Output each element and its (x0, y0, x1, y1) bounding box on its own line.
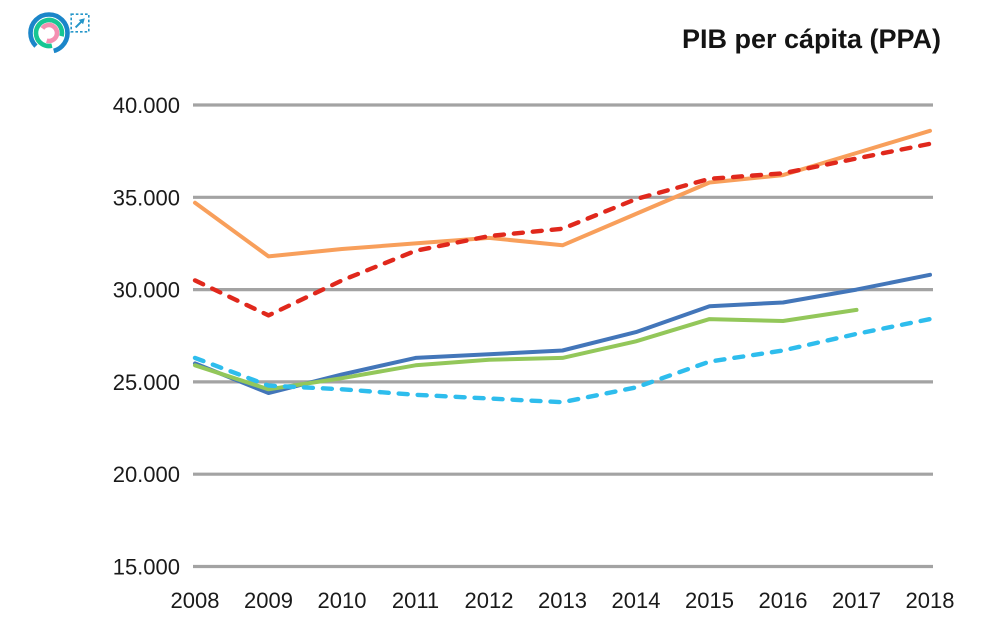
chart-title: PIB per cápita (PPA) (681, 24, 941, 54)
x-tick-label: 2010 (318, 588, 367, 613)
x-tick-label: 2017 (832, 588, 881, 613)
series-line-orange-solid (193, 128, 932, 259)
y-tick-label: 40.000 (113, 93, 180, 118)
x-tick-label: 2015 (685, 588, 734, 613)
brand-logo-icon[interactable] (26, 10, 72, 56)
logo-outer-arc (28, 12, 70, 54)
x-tick-label: 2018 (906, 588, 955, 613)
series-line-red-dashed (192, 141, 933, 318)
logo-middle-arc (33, 17, 65, 49)
logo-inner-arc (38, 22, 60, 44)
x-tick-label: 2014 (612, 588, 661, 613)
external-link-frame (70, 13, 90, 33)
x-tick-label: 2016 (759, 588, 808, 613)
y-tick-label: 35.000 (113, 185, 180, 210)
x-tick-label: 2012 (465, 588, 514, 613)
external-link-icon[interactable] (70, 13, 90, 33)
y-tick-label: 20.000 (113, 462, 180, 487)
x-tick-label: 2011 (392, 588, 439, 613)
external-link-arrow-head (78, 18, 85, 25)
series-line-blue-solid (193, 272, 932, 395)
x-tick-label: 2008 (171, 588, 220, 613)
x-tick-label: 2009 (244, 588, 293, 613)
y-tick-label: 15.000 (113, 555, 180, 580)
x-tick-label: 2013 (538, 588, 587, 613)
series-line-cyan-dashed (192, 316, 933, 405)
y-tick-label: 25.000 (113, 370, 180, 395)
y-tick-label: 30.000 (113, 278, 180, 303)
series-line-green-solid (193, 307, 859, 392)
